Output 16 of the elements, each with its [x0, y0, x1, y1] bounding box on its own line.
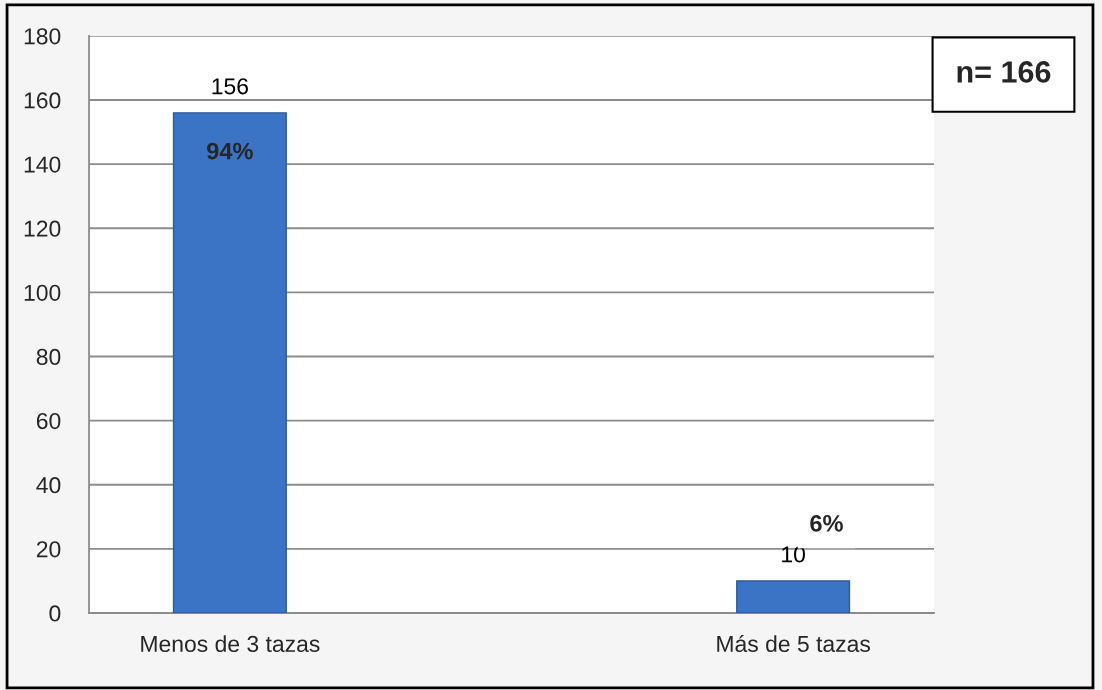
- y-tick-label: 40: [36, 477, 61, 494]
- y-tick-label: 20: [36, 541, 61, 558]
- annotation: 6%: [810, 515, 843, 532]
- y-tick-label: 180: [24, 28, 61, 45]
- text: n= 166: [957, 61, 1051, 83]
- y-tick-label: 80: [36, 348, 61, 366]
- x-tick-label: Más de 5 tazas: [717, 634, 871, 653]
- data-label: 156: [212, 78, 248, 95]
- y-tick-label: 160: [24, 92, 61, 109]
- annotation: 94%: [207, 142, 253, 160]
- y-tick-label: 0: [49, 605, 61, 622]
- y-tick-label: 120: [24, 220, 61, 237]
- x-tick-label: Menos de 3 tazas: [141, 635, 320, 653]
- y-tick-label: 140: [24, 156, 61, 173]
- y-tick-label: 60: [36, 412, 61, 430]
- y-tick-label: 100: [24, 284, 61, 301]
